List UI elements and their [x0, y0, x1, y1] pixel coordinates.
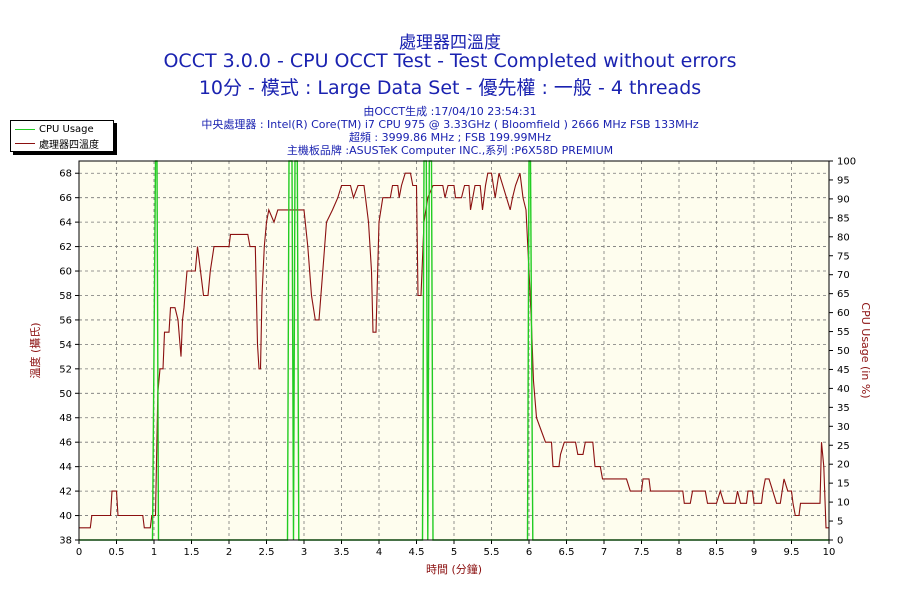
y-left-tick-label: 42 — [59, 487, 72, 498]
chart-subtitle-mode: 10分 - 模式 : Large Data Set - 優先權 : 一般 - 4… — [198, 77, 702, 99]
x-tick-label: 10 — [823, 547, 836, 558]
series-line-temperature — [79, 172, 829, 529]
y-right-tick-label: 50 — [837, 346, 850, 357]
info-motherboard: 主機板品牌 :ASUSTeK Computer INC.,系列 :P6X58D … — [286, 144, 614, 157]
y-right-tick-label: 0 — [837, 536, 843, 547]
y-left-tick-label: 44 — [59, 462, 72, 473]
y-axis-right-label: CPU Usage (in %) — [859, 302, 872, 398]
y-right-tick-label: 35 — [837, 403, 850, 414]
legend-label-temperature: 處理器四溫度 — [39, 139, 99, 151]
x-tick-label: 1.5 — [184, 547, 200, 558]
legend: CPU Usage 處理器四溫度 — [10, 120, 114, 152]
plot-area — [79, 161, 829, 540]
legend-swatch-cpu-usage — [15, 128, 35, 130]
y-left-tick-label: 54 — [59, 340, 72, 351]
axis-ticks: 0 0.5 1 1.5 2 2.5 3 3.5 4 4.5 5 5.5 6 6.5 7 7.5 8 8.5 9 9.5… — [59, 157, 856, 559]
x-tick-label: 3.5 — [334, 547, 350, 558]
x-tick-label: 0.5 — [109, 547, 125, 558]
chart-subtitle-test: OCCT 3.0.0 - CPU OCCT Test - Test Comple… — [163, 50, 737, 72]
y-right-tick-label: 40 — [837, 384, 850, 395]
y-left-tick-label: 40 — [59, 511, 72, 522]
y-left-tick-label: 66 — [59, 193, 72, 204]
y-left-tick-label: 46 — [59, 438, 72, 449]
x-tick-label: 9 — [751, 547, 757, 558]
x-tick-label: 8.5 — [709, 547, 725, 558]
y-left-tick-label: 48 — [59, 413, 72, 424]
x-tick-label: 8 — [676, 547, 682, 558]
y-right-tick-label: 100 — [837, 157, 856, 168]
y-right-tick-label: 70 — [837, 270, 850, 281]
y-right-tick-label: 45 — [837, 365, 850, 376]
x-tick-label: 7.5 — [634, 547, 650, 558]
x-tick-label: 4.5 — [409, 547, 425, 558]
legend-label-cpu-usage: CPU Usage — [39, 123, 94, 135]
legend-item-cpu-usage: CPU Usage — [15, 122, 94, 136]
x-tick-label: 5 — [451, 547, 457, 558]
y-left-tick-label: 64 — [59, 218, 72, 229]
y-left-tick-label: 56 — [59, 315, 72, 326]
y-left-tick-label: 38 — [59, 536, 72, 547]
y-right-tick-label: 80 — [837, 232, 850, 243]
y-right-tick-label: 25 — [837, 441, 850, 452]
y-left-tick-label: 52 — [59, 364, 72, 375]
y-right-tick-label: 90 — [837, 194, 850, 205]
info-generated: 由OCCT生成 :17/04/10 23:54:31 — [363, 105, 537, 118]
x-tick-label: 2.5 — [259, 547, 275, 558]
legend-item-temperature: 處理器四溫度 — [15, 136, 99, 151]
y-right-tick-label: 65 — [837, 289, 850, 300]
x-tick-label: 6.5 — [559, 547, 575, 558]
y-right-tick-label: 20 — [837, 460, 850, 471]
y-right-tick-label: 10 — [837, 498, 850, 509]
y-left-tick-label: 62 — [59, 242, 72, 253]
chart-title: 處理器四溫度 — [399, 33, 501, 53]
y-left-tick-label: 50 — [59, 389, 72, 400]
y-left-tick-label: 68 — [59, 169, 72, 180]
x-tick-label: 5.5 — [484, 547, 500, 558]
x-axis-label: 時間 (分鐘) — [426, 562, 482, 576]
x-tick-label: 7 — [601, 547, 607, 558]
y-right-tick-label: 95 — [837, 175, 850, 186]
y-right-tick-label: 55 — [837, 327, 850, 338]
y-right-tick-label: 5 — [837, 517, 843, 528]
y-right-tick-label: 15 — [837, 479, 850, 490]
x-tick-label: 2 — [226, 547, 232, 558]
plot-border — [78, 160, 830, 541]
y-axis-left-label: 溫度 (攝氏) — [28, 322, 42, 378]
legend-swatch-temperature — [15, 142, 35, 144]
y-left-tick-label: 60 — [59, 267, 72, 278]
y-right-tick-label: 60 — [837, 308, 850, 319]
x-tick-label: 3 — [301, 547, 307, 558]
x-tick-label: 1 — [151, 547, 157, 558]
x-tick-label: 0 — [76, 547, 82, 558]
x-tick-label: 6 — [526, 547, 532, 558]
y-right-tick-label: 85 — [837, 213, 850, 224]
y-left-tick-label: 58 — [59, 291, 72, 302]
x-tick-label: 4 — [376, 547, 382, 558]
info-cpu: 中央處理器 : Intel(R) Core(TM) i7 CPU 975 @ 3… — [201, 118, 699, 131]
y-right-tick-label: 30 — [837, 422, 850, 433]
x-tick-label: 9.5 — [784, 547, 800, 558]
y-right-tick-label: 75 — [837, 251, 850, 262]
info-overclock: 超頻 : 3999.86 MHz ; FSB 199.99MHz — [348, 131, 552, 144]
